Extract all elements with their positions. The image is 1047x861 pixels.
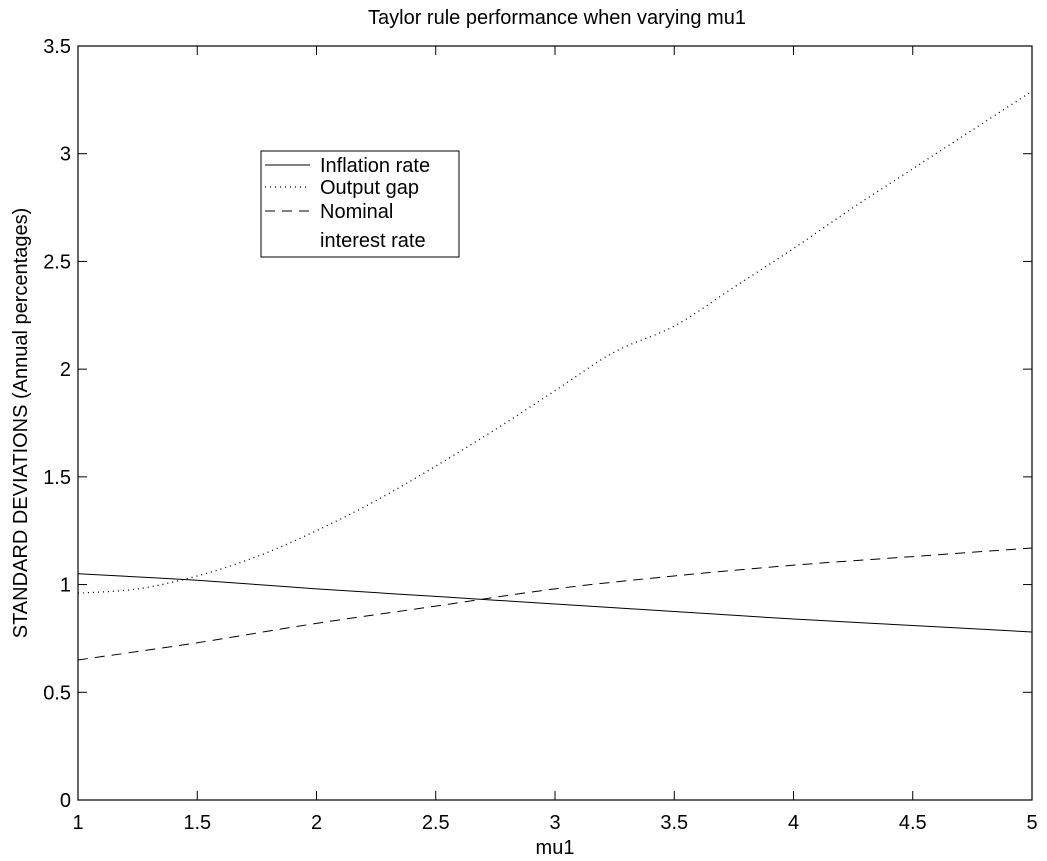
y-tick-label: 1 (60, 575, 71, 597)
series-lines (77, 90, 1033, 661)
y-tick-label: 1.5 (43, 467, 71, 489)
series-line-nominal-interest-rate (77, 547, 1033, 661)
x-tick-label: 3 (549, 812, 560, 834)
legend-label-nominal-rate-line2: interest rate (320, 230, 426, 252)
x-tick-label: 4.5 (899, 812, 927, 834)
x-tick-label: 4 (788, 812, 799, 834)
y-tick-label: 2.5 (43, 251, 71, 273)
y-axis-ticks: 0 0.5 1 1.5 2 2.5 3 3.5 (43, 36, 1032, 812)
x-tick-label: 1.5 (183, 812, 211, 834)
legend-box (260, 150, 460, 258)
y-tick-label: 0 (60, 790, 71, 812)
y-tick-label: 3 (60, 144, 71, 166)
x-tick-label: 2 (311, 812, 322, 834)
legend: Inflation rate Output gap Nominal intere… (260, 150, 460, 258)
x-tick-label: 1 (72, 812, 83, 834)
y-axis-label: STANDARD DEVIATIONS (Annual percentages) (10, 208, 32, 639)
y-tick-label: 2 (60, 359, 71, 381)
y-tick-label: 3.5 (43, 36, 71, 58)
x-tick-label: 2.5 (422, 812, 450, 834)
chart-title: Taylor rule performance when varying mu1 (368, 7, 746, 29)
x-axis-ticks: 1 1.5 2 2.5 3 3.5 4 4.5 5 (72, 46, 1038, 834)
x-tick-label: 5 (1026, 812, 1037, 834)
y-tick-label: 0.5 (43, 682, 71, 704)
legend-label-output-gap: Output gap (320, 177, 419, 199)
legend-label-nominal-rate-line1: Nominal (320, 201, 393, 223)
series-line-inflation-rate (77, 573, 1033, 633)
legend-label-inflation: Inflation rate (320, 155, 430, 177)
series-line-output-gap (77, 90, 1033, 594)
x-axis-label: mu1 (536, 837, 575, 859)
x-tick-label: 3.5 (660, 812, 688, 834)
plot-area (77, 45, 1033, 801)
